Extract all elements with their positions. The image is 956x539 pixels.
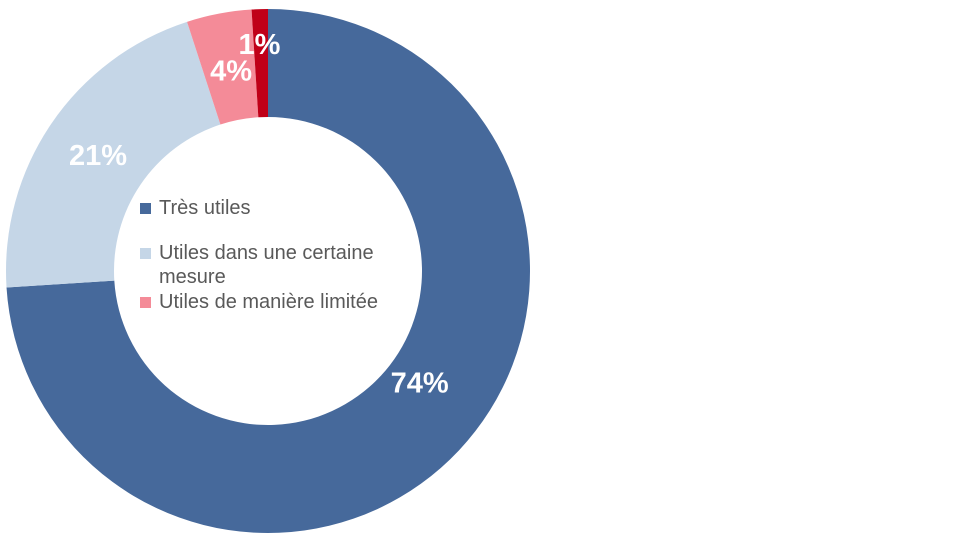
pie-slice-0 (6, 9, 531, 533)
legend-label-tres-utiles: Très utiles (159, 197, 251, 219)
data-label-1: 21% (69, 140, 127, 172)
legend-label-utiles-maniere-limitee: Utiles de manière limitée (159, 291, 378, 313)
pie-slice-3 (251, 9, 268, 118)
data-label-3: 1% (239, 29, 281, 61)
legend-item-utiles-maniere-limitee: Utiles de manière limitée (140, 290, 436, 314)
pie-slice-2 (187, 9, 259, 125)
legend-item-utiles-certaine-mesure: Utiles dans une certaine mesure (140, 241, 436, 289)
legend-swatch-utiles-certaine-mesure (140, 248, 151, 259)
data-label-0: 74% (391, 367, 449, 399)
pie-slice-1 (5, 21, 221, 288)
data-label-2: 4% (210, 56, 252, 88)
chart-legend: Très utiles Utiles dans une certaine mes… (140, 196, 436, 314)
legend-label-utiles-certaine-mesure: Utiles dans une certaine mesure (159, 242, 374, 288)
legend-item-tres-utiles: Très utiles (140, 196, 436, 220)
legend-swatch-tres-utiles (140, 203, 151, 214)
legend-swatch-utiles-maniere-limitee (140, 297, 151, 308)
